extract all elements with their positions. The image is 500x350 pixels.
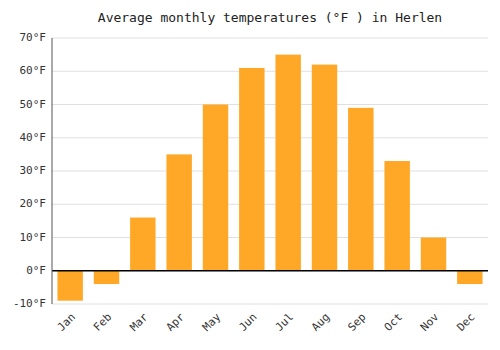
chart-container: -10°F 0°F 10°F 20°F 30°F 40°F 50°F 60°F 70°F Jan F…	[0, 0, 500, 350]
bars	[57, 55, 482, 301]
x-tick-label: Dec	[454, 311, 477, 334]
x-tick-label: Sep	[345, 311, 368, 334]
zero-line	[52, 270, 488, 272]
y-tick-labels: -10°F 0°F 10°F 20°F 30°F 40°F 50°F 60°F 70°F	[13, 31, 46, 310]
x-tick-labels: Jan Feb Mar Apr May Jun Jul Aug Sep Oct Nov Dec	[55, 310, 478, 334]
grid-line	[52, 204, 488, 205]
x-tick-label: May	[200, 310, 224, 334]
bar	[384, 161, 409, 271]
x-tick-label: Apr	[164, 310, 188, 334]
bar	[275, 55, 300, 271]
y-tick-label: 10°F	[20, 231, 47, 244]
x-tick-label: Oct	[382, 311, 405, 334]
x-tick-label: Feb	[91, 311, 114, 334]
y-tick-label: 70°F	[20, 31, 47, 44]
grid-line	[52, 270, 488, 271]
y-tick-label: 30°F	[20, 164, 47, 177]
bar	[239, 68, 264, 271]
bar	[348, 108, 373, 271]
bar	[421, 238, 446, 271]
bar	[203, 105, 228, 271]
x-tick-label: Nov	[418, 310, 442, 334]
x-tick-label: Mar	[127, 310, 151, 334]
grid-line	[52, 137, 488, 138]
bar	[94, 271, 119, 284]
y-tick-label: 50°F	[20, 98, 47, 111]
x-tick-label: Jan	[55, 311, 78, 334]
background	[0, 0, 500, 350]
grid-line	[52, 38, 488, 39]
grid-line	[52, 171, 488, 172]
y-axis-line	[52, 38, 53, 304]
y-tick-label: 20°F	[20, 197, 47, 210]
y-tick-label: 60°F	[20, 64, 47, 77]
title: Average monthly temperatures (°F ) in He…	[98, 10, 442, 25]
y-tick-label: 40°F	[20, 131, 47, 144]
y-grid	[52, 38, 488, 304]
grid-line	[52, 304, 488, 305]
bar	[57, 271, 82, 301]
x-tick-label: Aug	[309, 311, 332, 334]
x-tick-label: Jul	[273, 311, 296, 334]
x-tick-label: Jun	[236, 311, 259, 334]
grid-line	[52, 104, 488, 105]
chart: -10°F 0°F 10°F 20°F 30°F 40°F 50°F 60°F 70°F Jan F…	[0, 0, 500, 350]
bar	[130, 218, 155, 271]
bar	[457, 271, 482, 284]
y-tick-label: -10°F	[13, 297, 46, 310]
bar	[312, 65, 337, 271]
bar	[166, 154, 191, 270]
grid-line	[52, 71, 488, 72]
y-tick-label: 0°F	[26, 264, 46, 277]
